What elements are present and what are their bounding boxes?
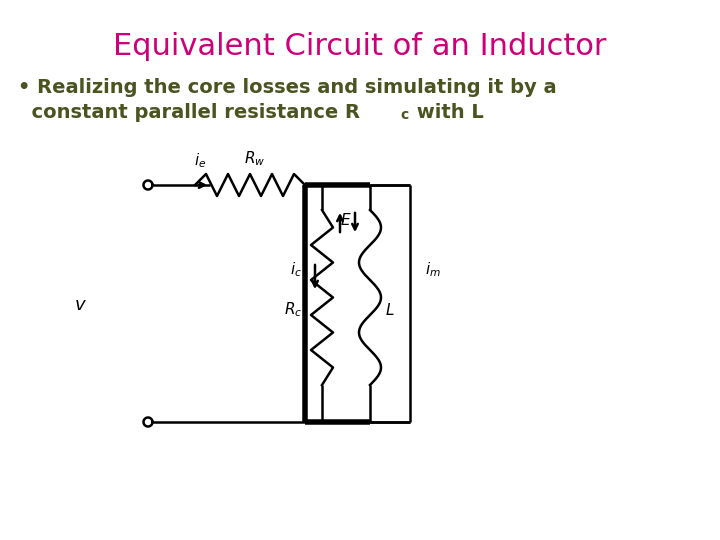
Text: $L$: $L$	[385, 302, 395, 318]
Text: $R_w$: $R_w$	[244, 149, 266, 168]
Text: • Realizing the core losses and simulating it by a: • Realizing the core losses and simulati…	[18, 78, 557, 97]
Text: with L: with L	[410, 103, 484, 122]
Text: $R_c$: $R_c$	[284, 301, 302, 319]
Text: $i_m$: $i_m$	[425, 261, 441, 279]
Text: Equivalent Circuit of an Inductor: Equivalent Circuit of an Inductor	[113, 32, 607, 61]
Text: c: c	[400, 108, 408, 122]
Text: $E$: $E$	[340, 212, 352, 228]
Text: $i_c$: $i_c$	[290, 261, 302, 279]
Text: $i_e$: $i_e$	[194, 151, 206, 170]
Text: constant parallel resistance R: constant parallel resistance R	[18, 103, 360, 122]
Text: $v$: $v$	[73, 296, 86, 314]
